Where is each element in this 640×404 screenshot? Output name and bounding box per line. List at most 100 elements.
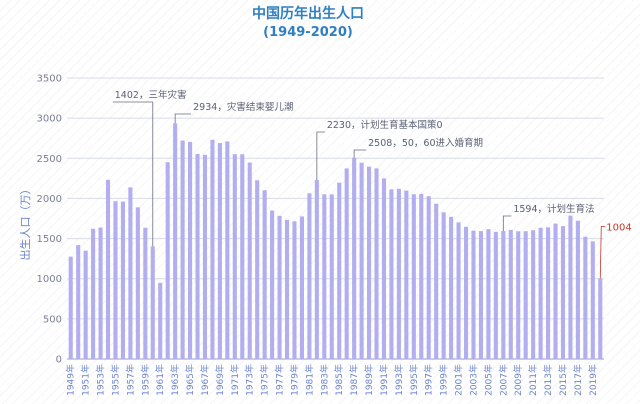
x-tick-label: 1973年 xyxy=(244,364,256,396)
x-tick-label: 1977年 xyxy=(274,364,286,396)
bar xyxy=(419,193,424,359)
y-tick-label: 500 xyxy=(43,314,62,325)
x-tick-label: 2009年 xyxy=(512,364,524,396)
x-tick-label: 1985年 xyxy=(333,364,345,396)
bar xyxy=(471,230,476,359)
x-tick-label: 1967年 xyxy=(199,364,211,396)
x-tick-label: 1999年 xyxy=(438,364,450,396)
bar xyxy=(240,154,245,359)
bar xyxy=(202,154,208,359)
bar xyxy=(165,162,170,359)
bar xyxy=(493,231,498,359)
annotation-label: 2508，50，60进入婚育期 xyxy=(368,137,483,149)
bar xyxy=(307,193,312,359)
bar xyxy=(83,250,88,359)
bar xyxy=(195,153,200,359)
bar xyxy=(463,226,469,359)
bar xyxy=(352,157,357,359)
annotation-leader xyxy=(316,131,325,180)
bar xyxy=(284,219,290,359)
x-tick-label: 1949年 xyxy=(65,364,77,396)
y-tick-label: 1500 xyxy=(37,234,62,245)
bar xyxy=(232,154,237,359)
x-tick-label: 1975年 xyxy=(259,364,271,396)
x-tick-label: 1987年 xyxy=(348,364,360,396)
bar xyxy=(583,236,588,359)
bar xyxy=(501,231,506,359)
bar xyxy=(158,282,163,359)
x-tick-label: 1971年 xyxy=(229,364,241,396)
bar xyxy=(225,141,230,359)
bar xyxy=(486,229,491,359)
bar xyxy=(91,228,96,359)
bar xyxy=(568,215,573,359)
bar xyxy=(516,231,521,359)
bar xyxy=(456,222,461,359)
y-tick-label: 3500 xyxy=(37,74,62,85)
y-axis-label: 出生人口（万） xyxy=(18,184,32,261)
bar xyxy=(173,123,178,359)
bar xyxy=(508,229,513,359)
annotation-label: 1402，三年灾害 xyxy=(115,89,187,101)
x-tick-labels: 1949年 1951年 1953年 1955年 1957年 1959年 1961年 1963年… xyxy=(65,364,599,396)
bar xyxy=(344,168,349,359)
bar xyxy=(105,179,111,359)
x-tick-label: 1993年 xyxy=(393,364,405,396)
bar xyxy=(76,245,81,359)
annotation-label: 2934，灾害结束婴儿潮 xyxy=(193,101,293,113)
bar xyxy=(560,226,566,359)
x-tick-label: 1951年 xyxy=(80,364,92,396)
bar xyxy=(404,190,409,359)
y-tick-label: 2500 xyxy=(37,154,62,165)
x-tick-label: 2017年 xyxy=(572,364,584,396)
bar xyxy=(411,194,416,359)
bar xyxy=(277,215,282,359)
bar xyxy=(523,231,528,359)
bar xyxy=(426,196,431,359)
annotation-label: 2230，计划生育基本国策0 xyxy=(327,119,443,131)
x-tick-label: 1961年 xyxy=(154,364,166,396)
bar xyxy=(575,220,580,359)
bar xyxy=(367,166,372,359)
bar xyxy=(314,179,319,359)
bar xyxy=(374,168,379,359)
bar xyxy=(546,227,551,359)
bar xyxy=(538,227,543,359)
annotation-leader xyxy=(112,101,154,247)
y-tick-label: 1000 xyxy=(37,274,62,285)
bar xyxy=(98,227,103,359)
bar xyxy=(434,203,439,359)
bar xyxy=(217,143,222,359)
bar xyxy=(441,212,446,359)
y-tick-label: 2000 xyxy=(37,194,62,205)
annotation-leader xyxy=(353,149,367,158)
annotation-label: 1594，计划生育法 xyxy=(513,203,594,215)
bar xyxy=(270,210,275,359)
bar xyxy=(449,216,454,359)
bar xyxy=(359,162,364,359)
x-tick-label: 2015年 xyxy=(557,364,569,396)
bar xyxy=(113,201,118,359)
x-tick-label: 2007年 xyxy=(497,364,509,396)
bar xyxy=(389,189,394,359)
bar xyxy=(135,207,140,359)
bar xyxy=(396,188,401,359)
x-tick-label: 1997年 xyxy=(423,364,435,396)
annotation-leader xyxy=(502,215,512,232)
x-tick-label: 1981年 xyxy=(303,364,315,396)
bar xyxy=(478,231,483,359)
x-tick-label: 1991年 xyxy=(378,364,390,396)
x-tick-label: 1969年 xyxy=(214,364,226,396)
x-tick-label: 1953年 xyxy=(95,364,107,396)
x-tick-label: 1955年 xyxy=(109,364,121,396)
bar xyxy=(255,180,260,359)
end-leader xyxy=(599,225,606,279)
x-tick-label: 2019年 xyxy=(587,364,599,396)
bar xyxy=(210,139,215,359)
annotation-leader xyxy=(174,113,192,124)
bar xyxy=(292,221,297,359)
bar xyxy=(329,194,334,359)
annotations: 1402，三年灾害 2934，灾害结束婴儿潮 2230，计划生育基本国策0 2508，… xyxy=(112,89,632,279)
x-tick-label: 1963年 xyxy=(169,364,181,396)
